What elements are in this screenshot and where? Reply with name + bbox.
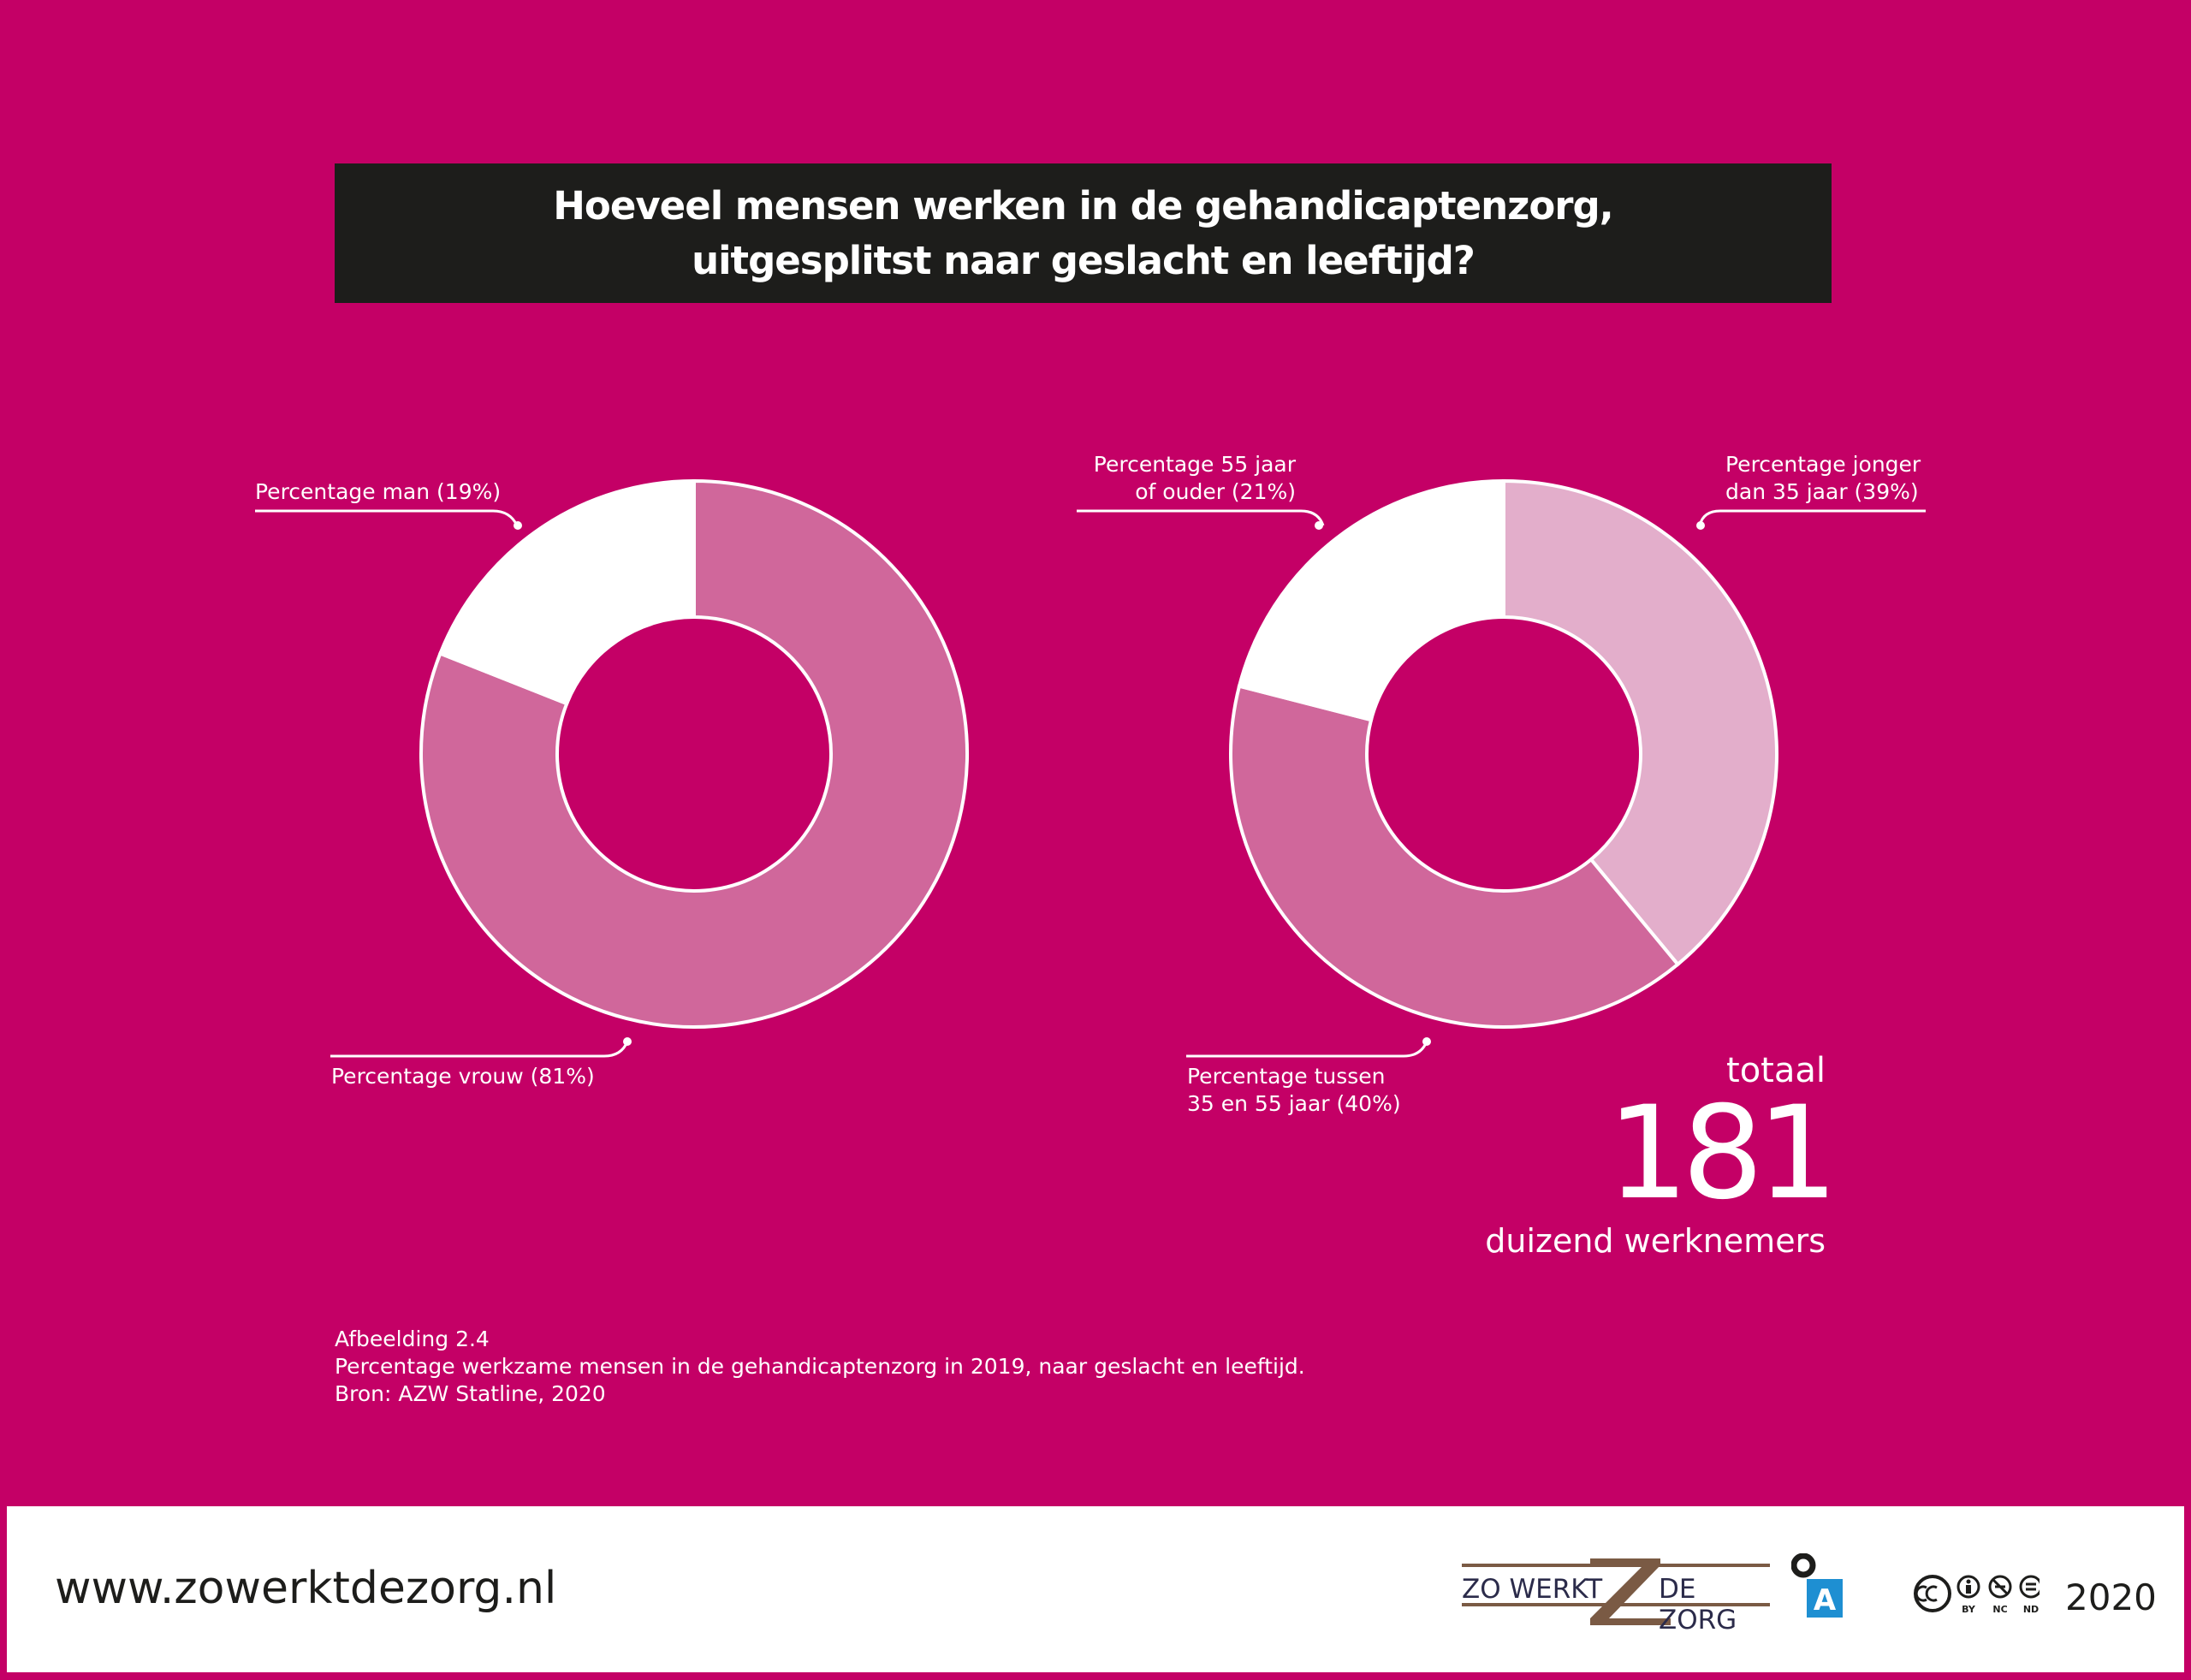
chart-title-line-1: Hoeveel mensen werken in de gehandicapte… [553, 182, 1613, 229]
zo-werkt-de-zorg-logo: ZO WERKT DE ZORG [1462, 1553, 1770, 1635]
label-man: Percentage man (19%) [255, 479, 502, 504]
leader-line-tussen [1186, 1041, 1428, 1058]
leader-dot-ouder [1315, 521, 1323, 530]
leader-dot-man [514, 521, 522, 530]
donut-gender [419, 478, 969, 1029]
footer-year: 2020 [2065, 1576, 2157, 1618]
logo-text-right: DE ZORG [1659, 1574, 1737, 1635]
slice-vrouw [419, 478, 969, 1029]
a-logo-letter: A [1814, 1583, 1837, 1618]
leader-dot-vrouw [623, 1037, 632, 1046]
slice-man [437, 478, 696, 706]
leader-line-man [255, 509, 519, 526]
leader-line-jonger [1698, 509, 1926, 526]
caption-source: Bron: AZW Statline, 2020 [335, 1381, 606, 1406]
leader-dot-jonger [1696, 521, 1705, 530]
total-unit: duizend werknemers [1485, 1222, 1826, 1260]
cc-by-text: BY [1962, 1604, 1976, 1615]
caption-figure-number: Afbeelding 2.4 [335, 1327, 490, 1351]
caption-description: Percentage werkzame mensen in de gehandi… [335, 1354, 1305, 1379]
donut-age [1229, 478, 1778, 1029]
label-55-ouder: Percentage 55 jaar of ouder (21%) [1077, 451, 1296, 506]
total-label: totaal [1726, 1051, 1826, 1090]
title-bar: Hoeveel mensen werken in de gehandicapte… [335, 163, 1832, 303]
total-number: 181 [1606, 1079, 1838, 1228]
leader-lines [255, 509, 1926, 1058]
slice-55-ouder [1237, 478, 1505, 722]
label-35-55: Percentage tussen 35 en 55 jaar (40%) [1187, 1063, 1401, 1118]
label-55-ouder-line1: Percentage 55 jaar [1093, 452, 1296, 477]
website-link[interactable]: www.zowerktdezorg.nl [55, 1563, 557, 1614]
label-35-55-line2: 35 en 55 jaar (40%) [1187, 1091, 1401, 1116]
zo-werkt-z-mark-icon [1462, 1558, 1770, 1625]
cc-nc-text: NC [1992, 1604, 2007, 1615]
logo-text-left: ZO WERKT [1462, 1574, 1603, 1605]
footer-bar: www.zowerktdezorg.nl ZO WERKT DE ZORG A [7, 1506, 2184, 1672]
label-jonger-35-line2: dan 35 jaar (39%) [1725, 479, 1919, 504]
label-vrouw: Percentage vrouw (81%) [331, 1064, 595, 1089]
a-logo: A [1790, 1552, 1843, 1622]
leader-line-vrouw [330, 1041, 629, 1058]
leader-line-ouder [1077, 509, 1325, 526]
figure-caption: Afbeelding 2.4 Percentage werkzame mense… [335, 1326, 1305, 1408]
label-jonger-35-line1: Percentage jonger [1725, 452, 1921, 477]
slice-jonger-35 [1502, 478, 1778, 967]
label-jonger-35: Percentage jonger dan 35 jaar (39%) [1725, 451, 1921, 506]
label-55-ouder-line2: of ouder (21%) [1135, 479, 1296, 504]
chart-title-line-2: uitgesplitst naar geslacht en leeftijd? [692, 237, 1476, 283]
slice-35-55 [1229, 684, 1681, 1029]
label-35-55-line1: Percentage tussen [1187, 1064, 1386, 1089]
leader-dot-tussen [1422, 1037, 1431, 1046]
cc-nd-text: ND [2023, 1604, 2039, 1615]
cc-license-icon: BY NC ND [1914, 1575, 2043, 1615]
creative-commons-license: BY NC ND [1911, 1575, 2043, 1626]
a-logo-icon: A [1790, 1552, 1843, 1618]
